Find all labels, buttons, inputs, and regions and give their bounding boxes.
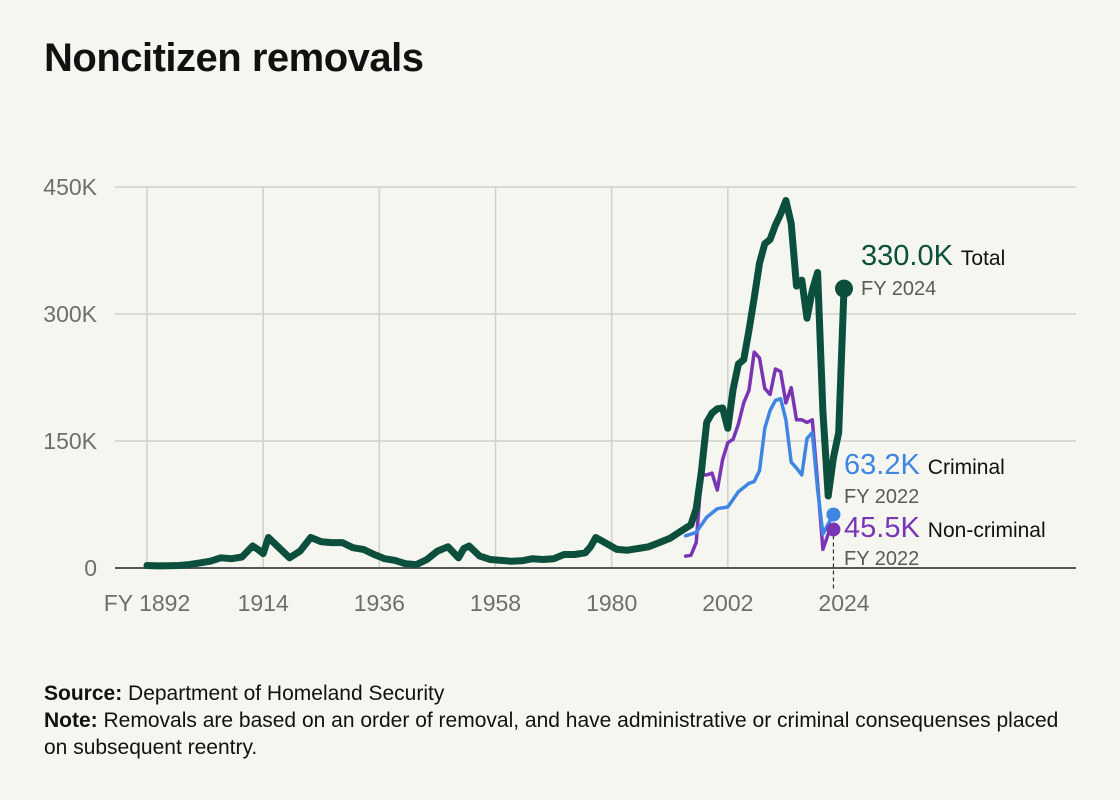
x-tick-label: 1914	[238, 590, 289, 616]
chart-footer: Source: Department of Homeland Security …	[44, 680, 1084, 761]
callout-name-noncriminal: Non-criminal	[928, 519, 1046, 542]
series-lines	[143, 197, 848, 570]
y-tick-label: 0	[84, 555, 97, 581]
end-point-noncriminal	[826, 522, 841, 537]
note-label: Note:	[44, 709, 98, 732]
x-tick-label: 2002	[702, 590, 753, 616]
series-line-total	[143, 197, 848, 570]
line-chart: 0 150K 300K 450K FY 1892 1914 1936 1958 1980 200…	[43, 174, 1076, 616]
source-line: Source: Department of Homeland Security	[44, 680, 1084, 707]
series-line-criminal	[683, 396, 836, 538]
grid-lines	[115, 186, 1076, 590]
callout-noncriminal: 45.5K Non-criminal	[844, 512, 1046, 544]
end-point-total	[835, 279, 853, 298]
y-tick-label: 150K	[43, 428, 97, 454]
y-axis-ticks: 0 150K 300K 450K	[43, 174, 97, 581]
y-tick-label: 450K	[43, 174, 97, 200]
y-tick-label: 300K	[43, 301, 97, 327]
callout-name-criminal: Criminal	[928, 456, 1005, 479]
x-tick-label: FY 1892	[104, 590, 191, 616]
x-axis-ticks: FY 1892 1914 1936 1958 1980 2002 2024	[104, 590, 870, 616]
callout-date-criminal: FY 2022	[844, 486, 919, 508]
series-line-noncriminal	[683, 350, 836, 558]
x-tick-label: 1980	[586, 590, 637, 616]
callout-value-noncriminal: 45.5K	[844, 512, 920, 544]
end-point-criminal	[826, 507, 841, 522]
x-tick-label: 1936	[354, 590, 405, 616]
x-tick-label: 1958	[470, 590, 521, 616]
source-text: Department of Homeland Security	[128, 682, 445, 705]
callout-date-total: FY 2024	[861, 278, 936, 300]
note-text: Removals are based on an order of remova…	[44, 709, 1059, 759]
callout-name-total: Total	[961, 247, 1005, 270]
x-tick-label: 2024	[818, 590, 869, 616]
source-label: Source:	[44, 682, 123, 705]
callout-date-noncriminal: FY 2022	[844, 548, 919, 570]
callout-value-criminal: 63.2K	[844, 449, 920, 481]
callout-criminal: 63.2K Criminal	[844, 449, 1005, 481]
end-annotations: 330.0K Total FY 2024 63.2K Criminal FY 2022 45…	[826, 240, 1046, 570]
callout-value-total: 330.0K	[861, 240, 954, 272]
note-line: Note: Removals are based on an order of …	[44, 707, 1084, 761]
callout-total: 330.0K Total	[861, 240, 1005, 272]
chart-title: Noncitizen removals	[44, 36, 424, 80]
